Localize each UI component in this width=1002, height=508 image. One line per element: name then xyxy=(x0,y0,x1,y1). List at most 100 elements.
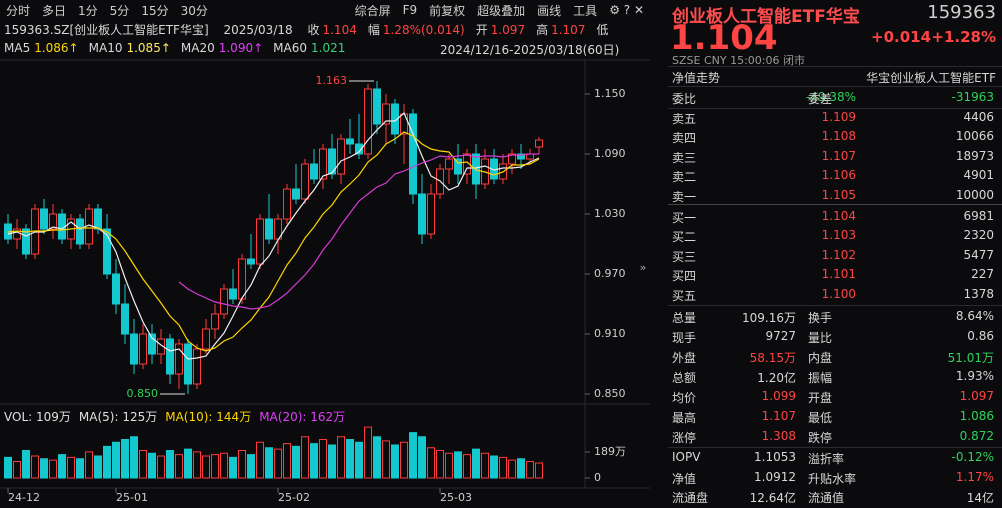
icon[interactable]: ⚙ ? ✕ xyxy=(609,3,644,17)
stat-value: 1.097 xyxy=(959,389,994,403)
volume-bar xyxy=(364,426,372,479)
annotation-label: 1.163 xyxy=(316,74,348,87)
candle-body xyxy=(391,103,399,135)
tab[interactable]: 1分 xyxy=(78,3,98,18)
tool[interactable]: 前复权 xyxy=(429,3,466,18)
tab[interactable]: 分时 xyxy=(6,3,31,18)
separator xyxy=(668,66,1002,67)
volume-legend: VOL: 109万 MA(5): 125万 MA(10): 144万 MA(20): … xyxy=(4,408,353,425)
book-volume: 4406 xyxy=(963,110,994,124)
volume-bar xyxy=(499,456,507,479)
volume-bar xyxy=(382,440,390,479)
candle-body xyxy=(373,88,381,125)
candle-body xyxy=(175,343,183,375)
tool[interactable]: 工具 xyxy=(573,3,598,18)
tab[interactable]: 净值走势 xyxy=(672,71,721,85)
candle-body xyxy=(40,208,48,230)
candle-body xyxy=(121,303,129,335)
book-price: 1.104 xyxy=(821,209,856,223)
book-volume: 5477 xyxy=(963,247,994,262)
stat-value: 1.308 xyxy=(761,429,796,443)
price: 1.104 xyxy=(670,18,778,58)
volume-bar xyxy=(40,458,48,479)
volume-bar xyxy=(454,451,462,479)
quote-panel: 创业板人工智能ETF华宝 159363 1.104 +0.014 +1.28% … xyxy=(668,0,1002,508)
stat-label: 总量 xyxy=(672,311,697,325)
tool[interactable]: 综合屏 xyxy=(354,3,391,18)
x-tick-label: 25-03 xyxy=(440,491,472,504)
tab[interactable]: 15分 xyxy=(141,3,169,18)
candle-body xyxy=(400,113,408,135)
volume-tick-label: 0 xyxy=(594,471,601,484)
candle-body xyxy=(238,258,246,300)
volume-bar xyxy=(157,455,165,479)
volume-bar xyxy=(490,455,498,479)
volume-bar xyxy=(319,439,327,479)
header-value: 1.097 xyxy=(490,23,526,37)
candle-body xyxy=(220,288,228,315)
chart: » 1.150 1.090 1.030 0.970 0.910 0.850 189万 0 24-… xyxy=(0,59,650,504)
stat-label: IOPV xyxy=(672,450,701,464)
book-price: 1.100 xyxy=(821,286,856,301)
volume-bar xyxy=(310,443,318,479)
candle-body xyxy=(211,313,219,330)
book-price: 1.101 xyxy=(821,267,856,282)
book-label: 卖三 xyxy=(672,150,697,165)
volume-bar xyxy=(49,459,57,479)
header-label: 幅 xyxy=(367,23,380,37)
candle-body xyxy=(472,153,480,185)
stat-label: 内盘 xyxy=(808,351,833,365)
candle-body xyxy=(247,258,255,265)
header-value: 1.104 xyxy=(322,23,357,37)
header-label: 低 xyxy=(596,23,609,37)
collapse-icon[interactable]: » xyxy=(640,261,647,274)
stat-label: 最低 xyxy=(808,411,833,425)
book-label: 卖一 xyxy=(672,189,697,204)
stat-label: 均价 xyxy=(672,391,697,405)
ma-legend: MA5 1.086↑ MA10 1.085↑ MA20 1.090↑ MA60 1.021 xyxy=(4,41,355,55)
tool[interactable]: F9 xyxy=(402,3,418,17)
volume-bar xyxy=(76,458,84,479)
stat-label: 总额 xyxy=(672,371,697,385)
stat-label: 流通盘 xyxy=(672,491,709,505)
volume-bar xyxy=(247,454,255,479)
candle-body xyxy=(454,158,462,175)
x-tick-label: 24-12 xyxy=(8,491,40,504)
volume-bar xyxy=(274,448,282,479)
candle-body xyxy=(292,188,300,200)
ma-label: MA60 xyxy=(273,41,307,55)
ma-value: 1.090↑ xyxy=(218,41,264,55)
stat-label: 升贴水率 xyxy=(808,471,857,486)
volume-bar xyxy=(409,432,417,479)
candle-body xyxy=(409,113,417,195)
tab[interactable]: 5分 xyxy=(109,3,130,18)
volume-bar xyxy=(130,436,138,479)
stat-value: 8.64% xyxy=(955,309,994,323)
separator xyxy=(668,305,1002,306)
separator xyxy=(668,108,1002,109)
tool[interactable]: 超级叠加 xyxy=(477,3,526,18)
date: 2025/03/18 xyxy=(223,23,293,37)
candle-body xyxy=(337,138,345,175)
tab[interactable]: 多日 xyxy=(42,3,67,18)
volume-bar xyxy=(391,444,399,479)
stat-value: 1.0912 xyxy=(754,469,796,484)
book-volume: 6981 xyxy=(963,209,994,223)
stat-label: 溢折率 xyxy=(808,452,845,466)
volume-bar xyxy=(220,452,228,479)
tab[interactable]: 30分 xyxy=(180,3,208,18)
y-tick-label: 1.090 xyxy=(594,147,626,160)
diff-label: 委差 xyxy=(808,92,833,106)
stat-label: 涨停 xyxy=(672,431,697,445)
candle-body xyxy=(202,328,210,350)
volume-bar xyxy=(427,447,435,479)
stat-label: 开盘 xyxy=(808,391,833,405)
code: 159363.SZ[创业板人工智能ETF华宝] xyxy=(4,23,209,37)
header-label: 高 xyxy=(536,23,549,37)
volume-legend-item: MA(5): 125万 xyxy=(78,410,158,424)
tool[interactable]: 画线 xyxy=(537,3,562,18)
book-label: 买一 xyxy=(672,211,697,225)
candle-body xyxy=(166,338,174,375)
stat-label: 量比 xyxy=(808,331,833,345)
